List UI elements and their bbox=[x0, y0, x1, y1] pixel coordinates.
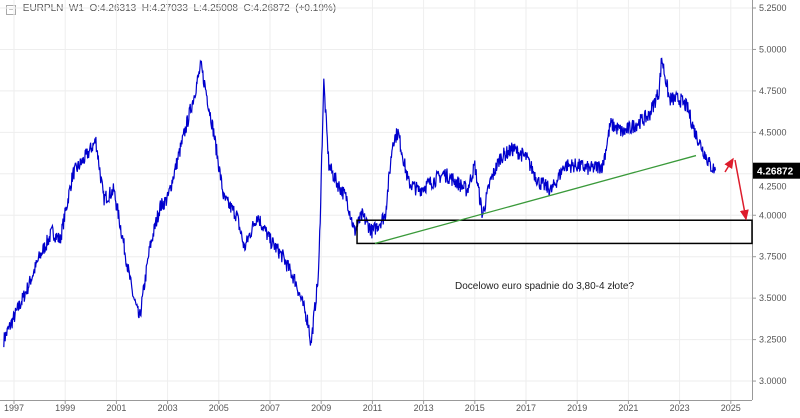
last-price-label: 4.26872 bbox=[757, 167, 794, 178]
x-tick-label: 2023 bbox=[670, 403, 690, 413]
x-tick-label: 2005 bbox=[209, 403, 229, 413]
x-tick-label: 2007 bbox=[260, 403, 280, 413]
small-up-arrow bbox=[724, 157, 734, 173]
x-tick-label: 2001 bbox=[106, 403, 126, 413]
x-tick-label: 2017 bbox=[516, 403, 536, 413]
trendline bbox=[374, 154, 697, 245]
target-zone-rectangle bbox=[356, 219, 753, 245]
y-tick-label: 3.2500 bbox=[759, 335, 787, 345]
y-tick-label: 3.5000 bbox=[759, 293, 787, 303]
y-tick-label: 3.0000 bbox=[759, 376, 787, 386]
y-tick-label: 4.7500 bbox=[759, 86, 787, 96]
x-tick-label: 2003 bbox=[158, 403, 178, 413]
x-tick-label: 1997 bbox=[4, 403, 24, 413]
x-tick-label: 2009 bbox=[311, 403, 331, 413]
price-line bbox=[3, 57, 717, 348]
y-tick-label: 5.2500 bbox=[759, 3, 787, 13]
down-arrow bbox=[734, 159, 749, 221]
x-tick-label: 1999 bbox=[55, 403, 75, 413]
y-tick-label: 3.7500 bbox=[759, 252, 787, 262]
x-tick-label: 2019 bbox=[567, 403, 587, 413]
x-tick-label: 2011 bbox=[363, 403, 382, 413]
last-price-box bbox=[753, 162, 800, 179]
y-tick-label: 4.5000 bbox=[759, 127, 787, 137]
collapse-icon[interactable]: − bbox=[6, 5, 16, 15]
y-tick-label: 4.0000 bbox=[759, 210, 787, 220]
x-tick-label: 2013 bbox=[414, 403, 434, 413]
x-tick-label: 2021 bbox=[618, 403, 638, 413]
x-tick-label: 2025 bbox=[721, 403, 741, 413]
y-tick-label: 5.0000 bbox=[759, 44, 787, 54]
annotation-text: Docelowo euro spadnie do 3,80-4 złote? bbox=[455, 281, 634, 292]
y-tick-label: 4.2500 bbox=[759, 182, 787, 192]
x-tick-label: 2015 bbox=[465, 403, 485, 413]
